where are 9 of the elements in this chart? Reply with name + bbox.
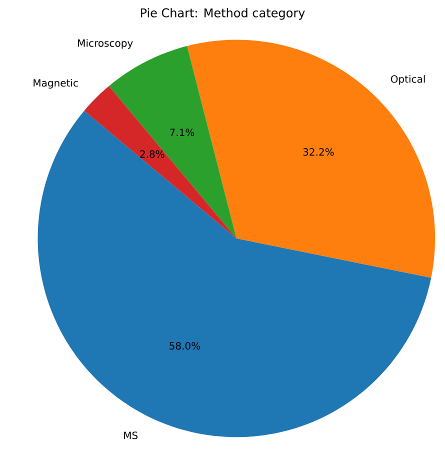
slice-label: Microscopy	[78, 39, 133, 49]
data-label: 32.2%	[303, 148, 334, 156]
chart-title: Pie Chart: Method category	[140, 8, 305, 20]
data-label: 7.1%	[170, 128, 194, 136]
data-label: 58.0%	[170, 342, 200, 350]
slice-label: Optical	[390, 75, 425, 85]
slice-label: MS	[124, 432, 138, 440]
slice-label: Magnetic	[34, 78, 78, 89]
data-label: 2.8%	[140, 150, 164, 158]
